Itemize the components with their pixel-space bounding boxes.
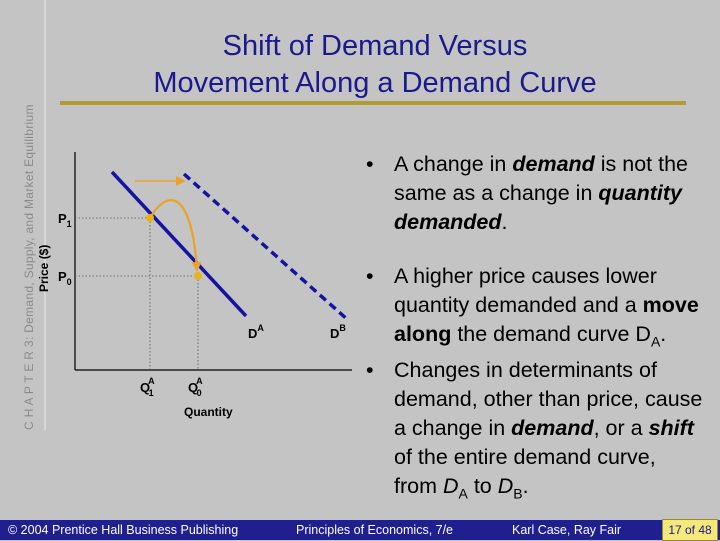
point-p0	[194, 272, 202, 280]
slide-title: Shift of Demand Versus Movement Along a …	[100, 28, 650, 102]
x-axis-label: Quantity	[184, 405, 233, 419]
demand-a-label: DA	[248, 323, 264, 341]
qa1-label: QA 1	[140, 376, 155, 398]
side-divider	[44, 0, 46, 430]
bullet-3: • Changes in determinants of demand, oth…	[366, 358, 703, 502]
page-number: 17 of 48	[662, 519, 718, 541]
chapter-side-strip: C H A P T E R 3: Demand, Supply, and Mar…	[0, 0, 44, 430]
footer-book: Principles of Economics, 7/e	[296, 523, 454, 537]
bullet-1: • A change in demand is not the same as …	[366, 152, 689, 234]
title-line-2: Movement Along a Demand Curve	[153, 67, 597, 99]
title-underline	[60, 101, 686, 105]
demand-curve-a	[110, 170, 248, 318]
point-p1	[146, 214, 154, 222]
movement-arrow	[149, 199, 202, 272]
qa0-label: QA 0	[188, 376, 203, 398]
y-axis-label: Price ($)	[37, 245, 51, 292]
demand-graph: Price ($) Quantity P1 P0 QA 1 QA 0 DA DB	[37, 152, 352, 419]
bullet-2: • A higher price causes lower quantity d…	[366, 264, 699, 350]
bullet-marker: •	[366, 264, 374, 288]
p0-label: P0	[58, 269, 72, 287]
demand-b-label: DB	[330, 323, 346, 341]
bullet-marker: •	[366, 152, 374, 176]
bullet-marker: •	[366, 358, 374, 383]
title-line-1: Shift of Demand Versus	[222, 30, 528, 62]
footer-authors: Karl Case, Ray Fair	[512, 523, 622, 537]
footer-bar: © 2004 Prentice Hall Business Publishing…	[0, 520, 720, 540]
p1-label: P1	[58, 211, 72, 229]
demand-curve-b	[182, 172, 350, 322]
footer-copyright: © 2004 Prentice Hall Business Publishing	[8, 523, 239, 537]
bullet-list: • A change in demand is not the same as …	[364, 150, 704, 509]
